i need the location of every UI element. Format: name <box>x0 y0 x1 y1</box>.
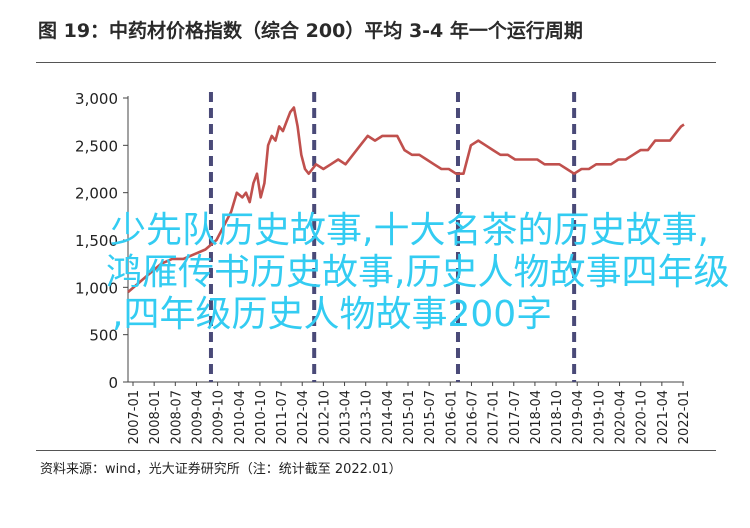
price-index-line <box>127 106 685 294</box>
bottom-rule <box>36 450 716 451</box>
x-tick-label: 2021-04 <box>656 390 671 444</box>
x-tick-label: 2011-07 <box>275 390 290 444</box>
x-tick-label: 2012-10 <box>317 390 332 444</box>
y-tick-label: 2,000 <box>75 185 118 203</box>
x-tick-label: 2014-04 <box>381 390 396 444</box>
y-tick-label: 2,500 <box>75 137 118 155</box>
x-tick-label: 2020-10 <box>635 390 650 444</box>
x-tick-label: 2016-07 <box>465 390 480 444</box>
x-tick-label: 2018-10 <box>550 390 565 444</box>
x-tick-label: 2017-07 <box>508 390 523 444</box>
y-tick-label: 500 <box>89 327 118 345</box>
x-tick-label: 2007-01 <box>127 390 142 444</box>
x-tick-label: 2008-01 <box>148 390 163 444</box>
x-tick-label: 2018-04 <box>529 390 544 444</box>
x-tick-label: 2019-04 <box>571 390 586 444</box>
x-tick-label: 2009-04 <box>190 390 205 444</box>
x-tick-label: 2015-07 <box>423 390 438 444</box>
x-tick-label: 2009-10 <box>212 390 227 444</box>
x-tick-label: 2019-10 <box>592 390 607 444</box>
x-tick-label: 2016-01 <box>444 390 459 444</box>
y-tick-label: 1,500 <box>75 232 118 250</box>
x-tick-label: 2008-07 <box>169 390 184 444</box>
y-tick-label: 1,000 <box>75 279 118 297</box>
source-note: 资料来源：wind，光大证券研究所（注：统计截至 2022.01） <box>40 462 402 477</box>
x-tick-label: 2017-01 <box>487 390 502 444</box>
chart-title: 图 19：中药材价格指数（综合 200）平均 3-4 年一个运行周期 <box>38 20 583 42</box>
x-tick-label: 2010-10 <box>254 390 269 444</box>
x-tick-label: 2013-04 <box>339 390 354 444</box>
top-rule <box>36 62 716 63</box>
x-tick-label: 2022-01 <box>677 390 692 444</box>
y-tick-label: 3,000 <box>75 90 118 108</box>
x-tick-label: 2020-04 <box>614 390 629 444</box>
x-tick-label: 2012-04 <box>296 390 311 444</box>
x-tick-label: 2010-04 <box>233 390 248 444</box>
x-tick-label: 2013-10 <box>360 390 375 444</box>
x-tick-label: 2015-01 <box>402 390 417 444</box>
y-tick-label: 0 <box>108 374 118 392</box>
